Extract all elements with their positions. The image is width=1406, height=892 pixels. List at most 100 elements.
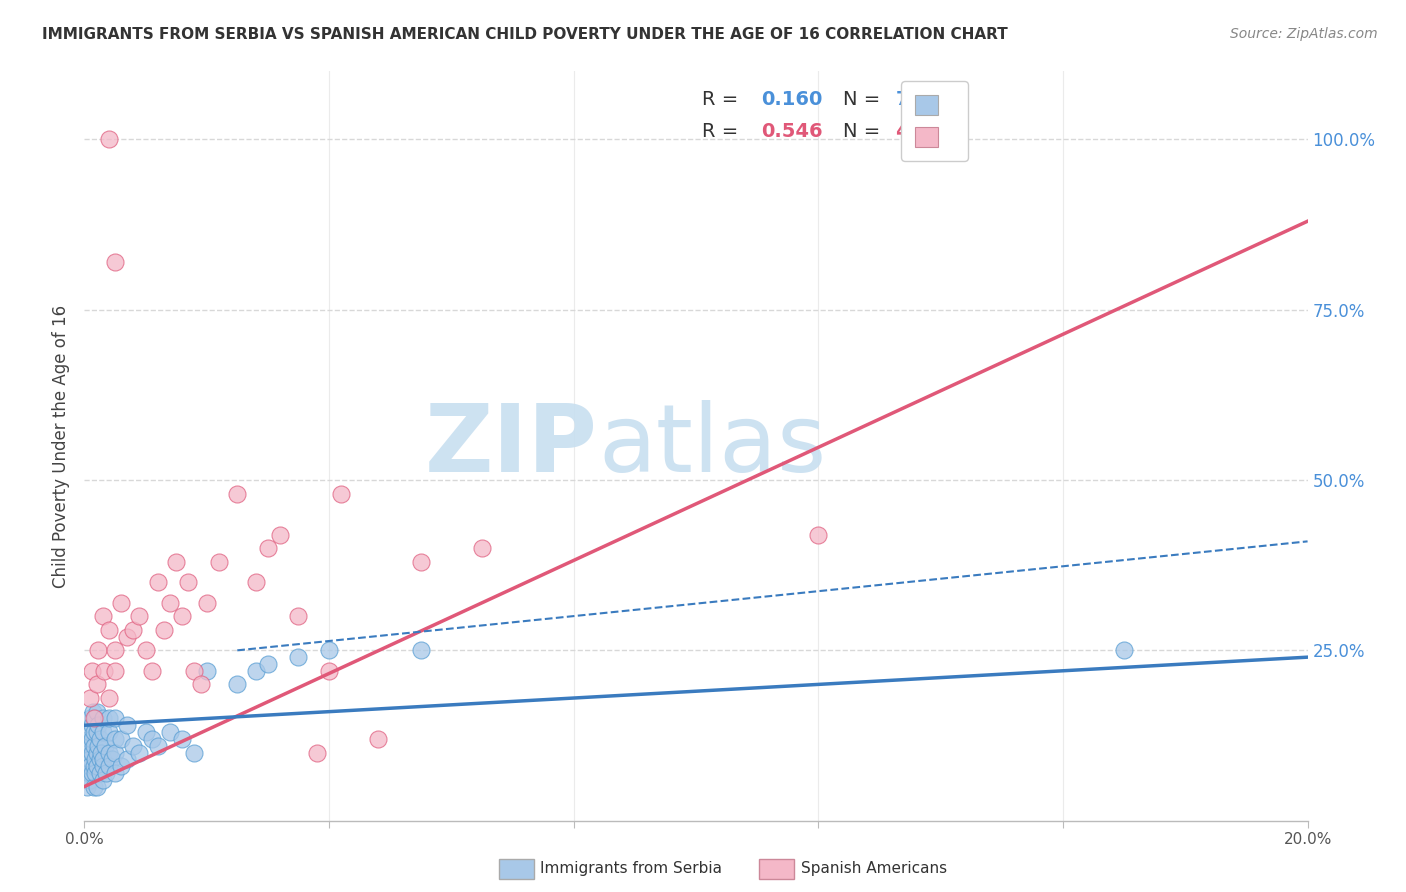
Point (91, 752, 114, 766)
Point (76, 759, 98, 773)
Point (97, 746, 120, 760)
Point (110, 731, 132, 746)
Text: 0.160: 0.160 (761, 90, 823, 109)
Point (141, 664, 163, 678)
Point (79, 725, 101, 739)
Point (79, 691, 101, 706)
Point (93, 664, 115, 678)
Point (91, 609, 114, 624)
Point (80, 718, 103, 732)
Point (110, 759, 132, 773)
Point (79, 772, 101, 787)
Point (104, 255, 127, 269)
Point (86, 725, 108, 739)
Point (79, 711, 101, 725)
Point (97, 711, 120, 725)
Point (76, 780, 98, 794)
Point (89, 731, 111, 746)
Point (93, 739, 115, 753)
Point (86, 677, 108, 691)
Point (122, 623, 145, 637)
Point (91, 725, 114, 739)
Point (269, 527, 291, 541)
Text: Source: ZipAtlas.com: Source: ZipAtlas.com (1230, 27, 1378, 41)
Point (87, 739, 110, 753)
Point (97, 691, 120, 706)
Point (110, 596, 132, 610)
Point (91, 772, 114, 787)
Point (128, 746, 150, 760)
Point (159, 596, 181, 610)
Point (87, 643, 110, 657)
Point (226, 486, 249, 500)
Text: Spanish Americans: Spanish Americans (801, 862, 948, 876)
Point (122, 739, 145, 753)
Point (305, 746, 328, 760)
Point (86, 746, 108, 760)
Text: 40: 40 (896, 121, 922, 141)
Point (80, 746, 103, 760)
Point (115, 630, 138, 644)
Point (146, 739, 169, 753)
Point (83, 780, 105, 794)
Point (77, 766, 100, 780)
Text: 71: 71 (896, 90, 922, 109)
Text: 0.546: 0.546 (761, 121, 823, 141)
Point (104, 664, 127, 678)
Point (153, 623, 176, 637)
Point (104, 643, 127, 657)
Point (318, 664, 340, 678)
Point (83, 739, 105, 753)
Point (90, 746, 112, 760)
Point (208, 555, 231, 569)
Point (104, 766, 127, 780)
Text: R =: R = (702, 90, 745, 109)
Point (226, 677, 249, 691)
Text: N =: N = (842, 121, 886, 141)
Text: N =: N = (842, 90, 886, 109)
Point (471, 541, 494, 556)
Point (287, 609, 309, 624)
Point (172, 609, 194, 624)
Point (89, 766, 111, 780)
Point (115, 718, 138, 732)
Y-axis label: Child Poverty Under the Age of 16: Child Poverty Under the Age of 16 (52, 304, 70, 588)
Point (89, 752, 111, 766)
Point (183, 746, 205, 760)
Point (177, 575, 200, 590)
Point (257, 657, 280, 671)
Point (165, 555, 187, 569)
Point (104, 746, 127, 760)
Point (141, 731, 163, 746)
Point (91, 759, 114, 773)
Point (97, 725, 120, 739)
Point (77, 752, 100, 766)
Point (87, 718, 110, 732)
Text: ZIP: ZIP (425, 400, 598, 492)
Point (146, 575, 169, 590)
Point (79, 752, 101, 766)
Point (318, 643, 340, 657)
Point (172, 731, 194, 746)
Point (86, 759, 108, 773)
Point (94, 766, 117, 780)
Text: atlas: atlas (598, 400, 827, 492)
Point (367, 731, 389, 746)
Point (80, 664, 103, 678)
Point (135, 643, 157, 657)
Point (82, 766, 104, 780)
Point (245, 575, 267, 590)
Point (82, 731, 104, 746)
Point (195, 596, 218, 610)
Point (77, 731, 100, 746)
Point (83, 752, 105, 766)
Point (79, 739, 101, 753)
Point (190, 677, 212, 691)
Point (183, 664, 205, 678)
Point (97, 623, 120, 637)
Point (83, 759, 105, 773)
Point (83, 725, 105, 739)
Point (83, 711, 105, 725)
Legend: , : , (901, 81, 967, 161)
Text: Immigrants from Serbia: Immigrants from Serbia (540, 862, 721, 876)
